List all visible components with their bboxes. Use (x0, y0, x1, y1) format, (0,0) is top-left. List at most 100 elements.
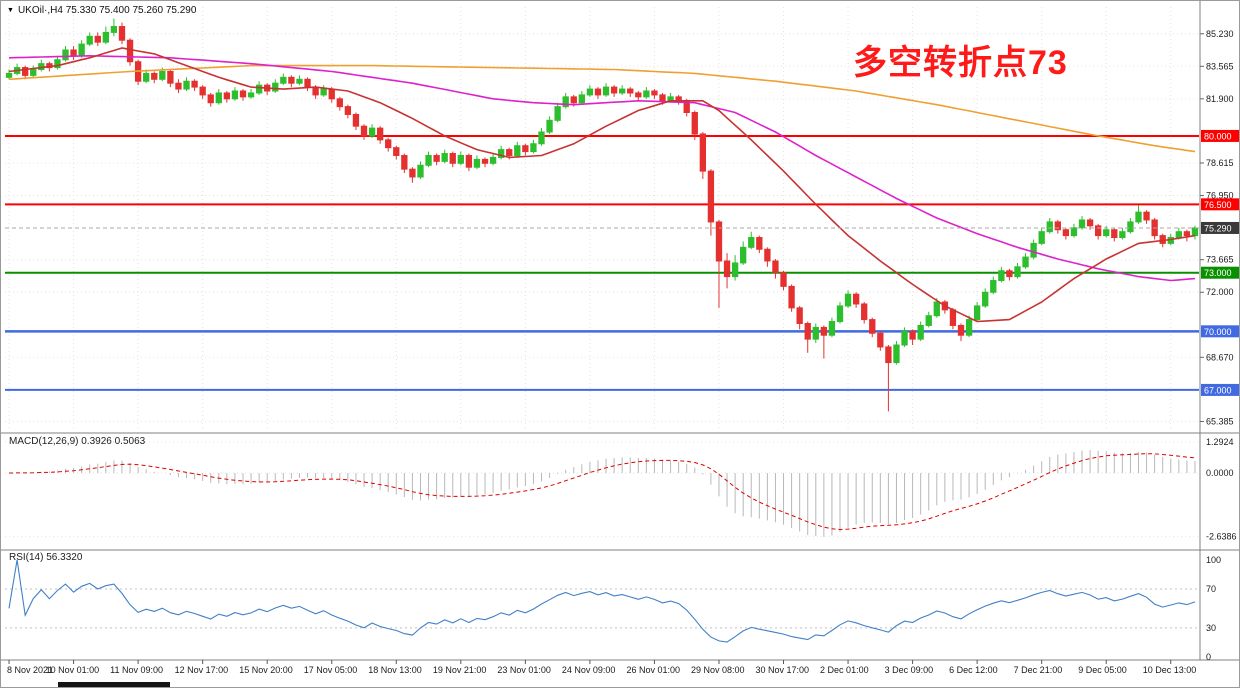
time-label: 24 Nov 09:00 (562, 665, 616, 675)
candle-bear (328, 88, 335, 100)
candle-bull (1038, 231, 1045, 244)
candle-bear (691, 112, 698, 135)
candle-bull (828, 321, 836, 336)
candle-bull (893, 344, 900, 364)
candle-bull (102, 31, 110, 43)
candle-bull (643, 90, 650, 98)
ma-line-mid (8, 54, 1196, 282)
level-price-label-text: 76.500 (1204, 200, 1232, 210)
current-price-label (1201, 221, 1239, 234)
candle-bear (449, 153, 456, 164)
candle-bear (1054, 221, 1061, 231)
candle-bear (804, 323, 811, 340)
candle-bull (272, 82, 279, 92)
price-tick-label: 85.230 (1206, 29, 1234, 39)
candle-bull (602, 86, 610, 96)
candle-bull (562, 96, 569, 108)
level-price-label (1201, 266, 1239, 279)
time-label: 3 Dec 09:00 (885, 665, 934, 675)
candle-bear (756, 237, 763, 250)
candle-bear (481, 158, 489, 164)
candle-bull (86, 35, 93, 45)
rsi-tick-label: 0 (1206, 652, 1211, 662)
candle-bear (288, 76, 295, 84)
candle-bear (957, 324, 965, 336)
level-price-label (1201, 383, 1239, 396)
symbol-dropdown-icon[interactable]: ▼ (7, 7, 14, 14)
price-tick-label: 76.950 (1206, 191, 1234, 201)
candle-bear (885, 346, 892, 364)
candle-bull (30, 69, 37, 76)
candle-bear (1086, 219, 1094, 227)
time-label: 8 Nov 2021 (7, 665, 53, 675)
candle-bull (1191, 227, 1199, 237)
candle-bull (5, 72, 13, 78)
candle-bull (320, 88, 327, 96)
macd-signal-line (8, 453, 1196, 531)
level-price-label-text: 73.000 (1204, 268, 1232, 278)
candle-bear (1094, 225, 1102, 237)
candle-bull (54, 59, 61, 69)
time-label: 10 Dec 13:00 (1143, 665, 1197, 675)
candle-bear (22, 67, 29, 76)
candle-bull (917, 324, 924, 340)
time-label: 7 Dec 21:00 (1014, 665, 1063, 675)
level-price-label (1201, 129, 1239, 142)
price-tick-label: 68.670 (1206, 352, 1234, 362)
candle-bear (522, 145, 529, 153)
candle-bull (1078, 219, 1086, 229)
candle-bear (869, 319, 876, 334)
chart-annotation: 多空转折点73 (853, 44, 1068, 82)
chart-title: ▼ UKOil·,H4 75.330 75.400 75.260 75.290 (7, 5, 196, 16)
candle-bull (982, 291, 989, 307)
level-price-label-text: 70.000 (1204, 327, 1232, 337)
candle-bear (126, 39, 134, 63)
candle-bull (457, 154, 464, 164)
chart-title-text: UKOil·,H4 75.330 75.400 75.260 75.290 (17, 5, 197, 16)
price-tick-label: 81.900 (1206, 94, 1234, 104)
candle-bear (772, 260, 779, 274)
candle-bull (425, 154, 432, 166)
candle-bear (659, 94, 666, 102)
time-label: 10 Nov 01:00 (46, 665, 100, 675)
rsi-tick-label: 30 (1206, 623, 1216, 633)
candle-bull (1175, 231, 1182, 239)
candle-bear (360, 125, 368, 137)
candle-bear (764, 248, 771, 262)
time-label: 9 Dec 05:00 (1078, 665, 1127, 675)
candle-bear (1143, 211, 1150, 221)
candle-bear (610, 86, 618, 94)
candle-bear (852, 293, 860, 305)
candle-bear (167, 70, 174, 84)
candle-bull (514, 145, 521, 156)
bottom-black-bar[interactable] (58, 682, 170, 688)
candle-bull (1135, 211, 1142, 223)
candle-bull (586, 88, 594, 96)
time-label: 23 Nov 01:00 (497, 665, 551, 675)
candle-bull (933, 301, 940, 317)
candle-bear (312, 86, 319, 96)
candle-bull (578, 94, 585, 104)
candle-bull (280, 76, 287, 84)
candle-bull (925, 315, 932, 326)
candle-bear (909, 330, 916, 340)
candle-bull (812, 326, 819, 340)
candle-bear (465, 154, 473, 168)
candle-bull (62, 49, 69, 61)
candle-bear (707, 170, 715, 223)
level-price-label-text: 67.000 (1204, 385, 1232, 395)
candle-bull (1103, 229, 1110, 237)
candle-bull (1070, 227, 1078, 237)
rsi-line (8, 559, 1196, 643)
candle-bear (699, 133, 707, 172)
time-label: 26 Nov 01:00 (626, 665, 680, 675)
candle-bear (780, 272, 787, 287)
candle-bull (489, 156, 497, 164)
candle-bear (433, 154, 440, 162)
candle-bear (1006, 270, 1013, 278)
candle-bear (594, 88, 602, 96)
time-label: 11 Nov 09:00 (110, 665, 163, 675)
candle-bear (376, 127, 384, 141)
candle-bear (506, 149, 513, 156)
